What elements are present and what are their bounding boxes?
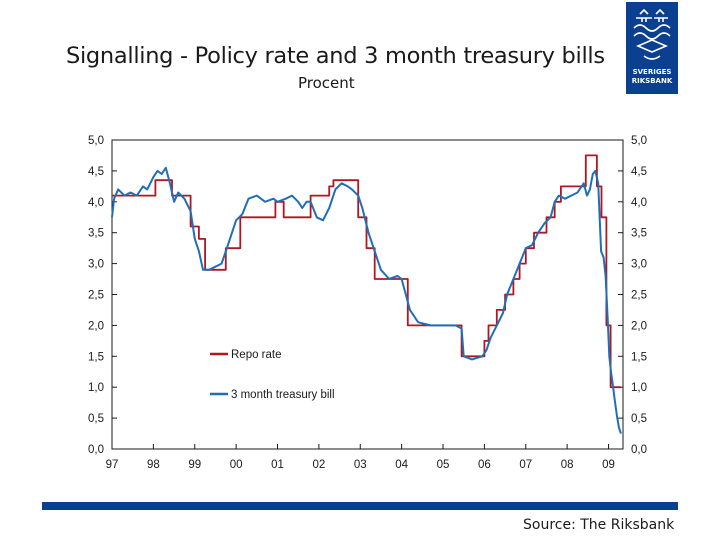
y-tick-label-left: 2,5 [88,290,104,302]
y-tick-label-left: 4,5 [88,166,104,178]
y-tick-label-right: 3,0 [631,259,647,271]
y-tick-label-left: 2,0 [88,320,104,332]
y-tick-label-left: 3,0 [88,259,104,271]
legend-label: 3 month treasury bill [231,389,335,401]
x-tick-label: 05 [437,459,450,471]
x-tick-label: 02 [312,459,325,471]
y-tick-label-left: 5,0 [88,135,104,147]
y-tick-label-right: 4,5 [631,166,647,178]
x-tick-label: 01 [271,459,284,471]
riksbank-logo: SVERIGES RIKSBANK [626,2,678,94]
chart-title: Signalling - Policy rate and 3 month tre… [66,43,605,69]
x-tick-label: 98 [147,459,160,471]
crown-emblem-icon [633,8,671,60]
y-tick-label-left: 0,5 [88,413,104,425]
x-tick-label: 09 [602,459,615,471]
x-tick-label: 04 [395,459,408,471]
y-tick-label-right: 3,5 [631,228,647,240]
source-note: Source: The Riksbank [523,517,675,533]
legend-label: Repo rate [231,349,282,361]
y-tick-label-right: 5,0 [631,135,647,147]
y-tick-label-right: 0,5 [631,413,647,425]
legend: Repo rate 3 month treasury bill [203,335,358,410]
logo-line-1: SVERIGES [632,68,672,76]
x-tick-label: 97 [106,459,119,471]
plot-frame [111,139,624,450]
legend-box [203,335,358,410]
chart-subtitle: Procent [298,74,355,92]
y-tick-label-right: 2,5 [631,290,647,302]
y-tick-label-left: 1,0 [88,382,104,394]
x-tick-label: 06 [478,459,491,471]
series-line-treasury-bill [111,166,622,434]
y-tick-label-right: 0,0 [631,444,647,456]
logo-line-2: RIKSBANK [631,77,673,85]
y-tick-label-right: 1,5 [631,351,647,363]
y-tick-label-left: 0,0 [88,444,104,456]
y-tick-label-left: 1,5 [88,351,104,363]
y-tick-label-right: 2,0 [631,320,647,332]
x-tick-label: 99 [188,459,201,471]
y-tick-label-right: 1,0 [631,382,647,394]
y-tick-label-left: 3,5 [88,228,104,240]
series-line-repo-rate [112,154,621,389]
x-tick-label: 07 [519,459,532,471]
x-tick-label: 00 [230,459,243,471]
y-tick-label-right: 4,0 [631,197,647,209]
x-tick-label: 08 [561,459,574,471]
y-tick-label-left: 4,0 [88,197,104,209]
footer-bar [42,502,678,510]
x-tick-label: 03 [354,459,367,471]
